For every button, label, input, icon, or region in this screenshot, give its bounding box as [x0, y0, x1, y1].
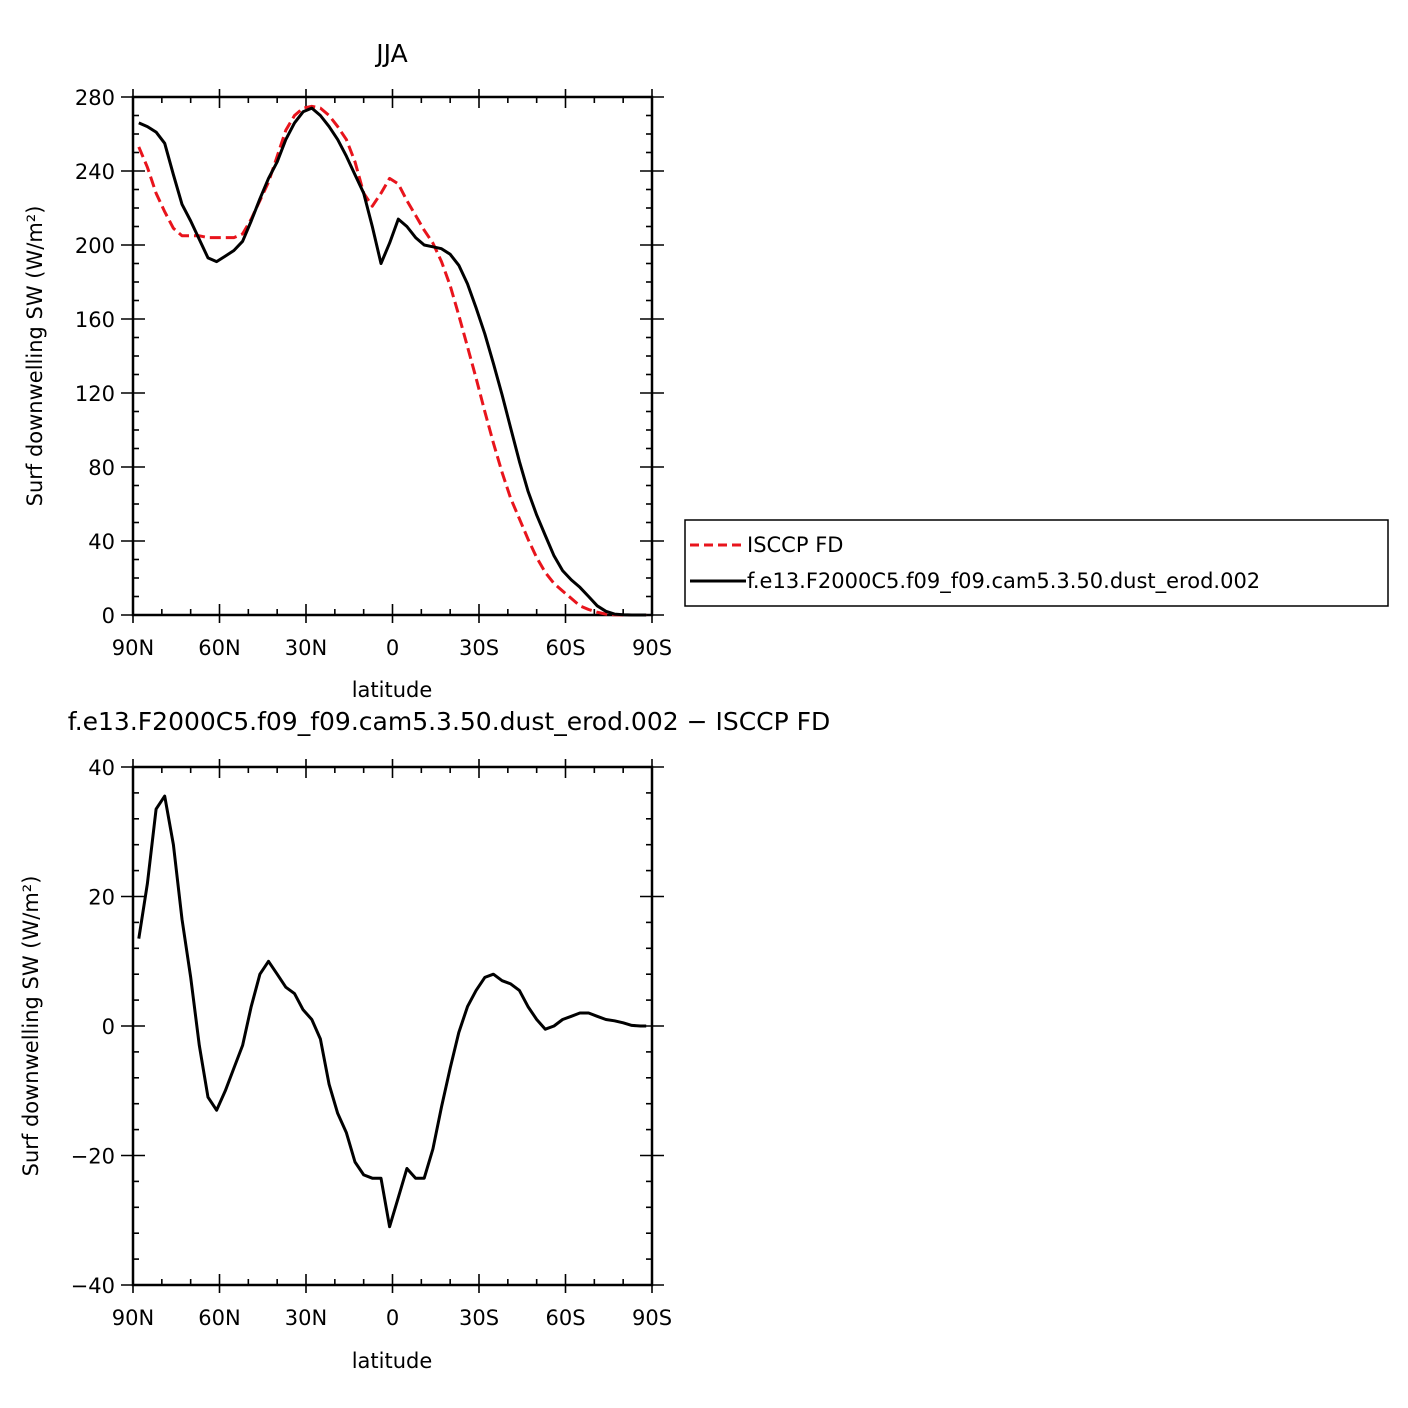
top-x-tick-label: 90S — [632, 636, 672, 660]
top-y-tick-label: 120 — [75, 382, 115, 406]
top-series-group — [137, 104, 647, 617]
top-title: JJA — [374, 39, 407, 68]
top-x-tick-label: 30S — [459, 636, 499, 660]
top-y-tick-label: 280 — [75, 86, 115, 110]
bottom-y-tick-label: 40 — [88, 756, 115, 780]
bottom-y-tick-label: −40 — [71, 1274, 115, 1298]
bottom-plot-frame — [131, 765, 654, 1287]
top-plot-frame — [131, 95, 654, 617]
legend: ISCCP FD f.e13.F2000C5.f09_f09.cam5.3.50… — [684, 519, 1389, 607]
bottom-x-tick-labels: 90N 60N 30N 0 30S 60S 90S — [112, 1306, 672, 1330]
bottom-y-tick-labels: −40 −20 0 20 40 — [71, 756, 115, 1298]
top-x-tick-labels: 90N 60N 30N 0 30S 60S 90S — [112, 636, 672, 660]
top-x-tick-label: 0 — [386, 636, 399, 660]
top-y-tick-label: 200 — [75, 234, 115, 258]
bottom-x-tick-label: 60S — [545, 1306, 585, 1330]
top-y-tick-label: 80 — [88, 456, 115, 480]
top-panel: JJA 0 40 80 120 160 200 240 280 90N 60N … — [23, 39, 1389, 702]
bottom-series-group — [137, 794, 647, 1229]
bottom-ticks — [121, 759, 664, 1293]
top-x-tick-label: 60S — [545, 636, 585, 660]
legend-label-model: f.e13.F2000C5.f09_f09.cam5.3.50.dust_ero… — [747, 569, 1260, 594]
bottom-x-tick-label: 30S — [459, 1306, 499, 1330]
top-gridframe — [131, 95, 654, 617]
top-y-tick-labels: 0 40 80 120 160 200 240 280 — [75, 86, 115, 628]
bottom-y-axis-label: Surf downwelling SW (W/m²) — [19, 876, 43, 1177]
bottom-x-tick-label: 30N — [285, 1306, 327, 1330]
top-ticks — [121, 89, 664, 623]
bottom-x-axis-label: latitude — [352, 1349, 433, 1373]
legend-box — [684, 519, 1389, 607]
series-line-model — [138, 106, 647, 617]
top-y-axis-label: Surf downwelling SW (W/m²) — [23, 206, 47, 507]
bottom-y-tick-label: −20 — [71, 1145, 115, 1169]
bottom-x-tick-label: 90N — [112, 1306, 154, 1330]
top-y-tick-label: 160 — [75, 308, 115, 332]
bottom-x-tick-label: 0 — [386, 1306, 399, 1330]
bottom-y-tick-label: 20 — [88, 886, 115, 910]
top-x-axis-label: latitude — [352, 678, 433, 702]
top-y-tick-label: 40 — [88, 530, 115, 554]
top-y-tick-label: 0 — [102, 604, 115, 628]
bottom-y-tick-label: 0 — [102, 1015, 115, 1039]
legend-label-isccp-fd: ISCCP FD — [747, 533, 843, 557]
bottom-x-tick-label: 90S — [632, 1306, 672, 1330]
bottom-title: f.e13.F2000C5.f09_f09.cam5.3.50.dust_ero… — [68, 707, 831, 736]
bottom-panel: f.e13.F2000C5.f09_f09.cam5.3.50.dust_ero… — [19, 707, 830, 1373]
top-x-tick-label: 90N — [112, 636, 154, 660]
bottom-x-tick-label: 60N — [198, 1306, 240, 1330]
series-line-difference — [137, 794, 647, 1229]
top-x-tick-label: 30N — [285, 636, 327, 660]
top-x-tick-label: 60N — [198, 636, 240, 660]
top-y-tick-label: 240 — [75, 160, 115, 184]
series-line-isccp-fd — [137, 104, 647, 617]
